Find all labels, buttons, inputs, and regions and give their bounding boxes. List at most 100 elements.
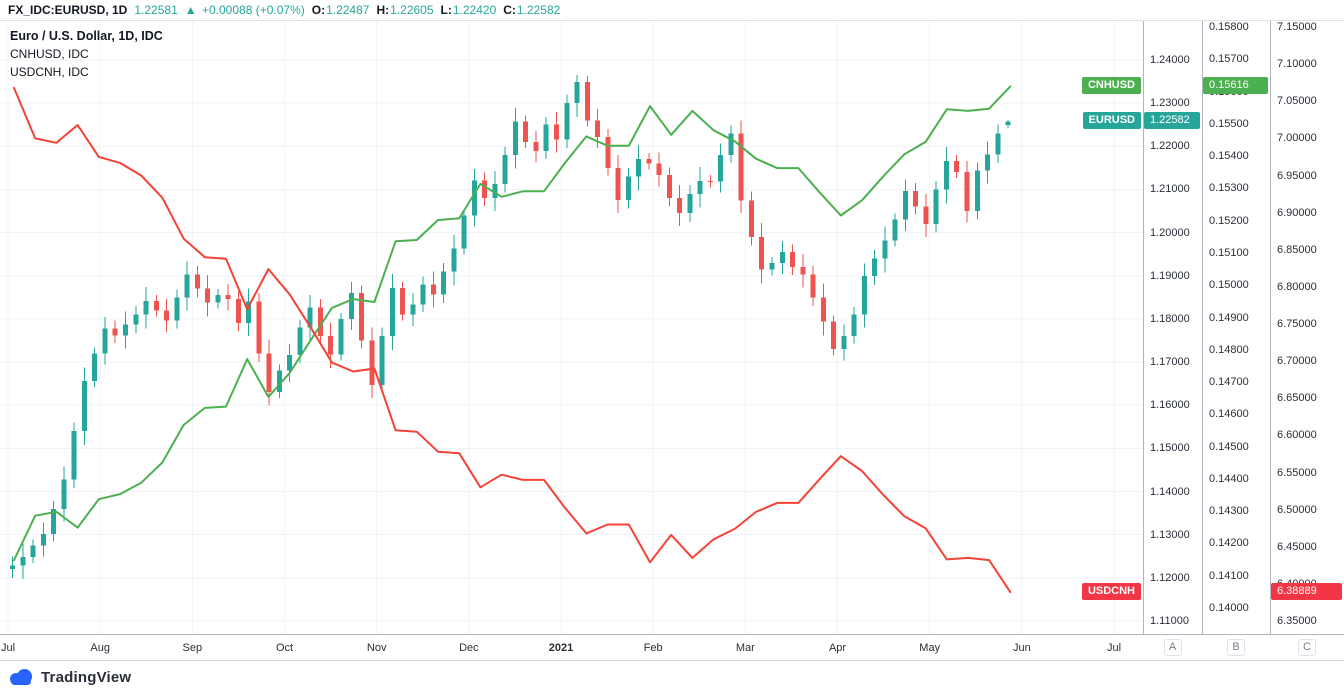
time-axis-label: Aug bbox=[90, 642, 110, 654]
candle-body bbox=[389, 287, 395, 337]
scale-c-separator bbox=[1270, 21, 1271, 660]
usdcnh-label-badge: USDCNH bbox=[1081, 583, 1141, 601]
time-axis-label: Dec bbox=[459, 642, 479, 654]
price-tick-label-b: 0.14000 bbox=[1209, 602, 1249, 614]
symbol-title[interactable]: FX_IDC:EURUSD, 1D bbox=[8, 3, 128, 17]
time-axis[interactable]: Jul Aug Sep Oct Nov Dec 2021 Feb Mar Apr May Jun Jul… bbox=[0, 634, 1344, 660]
close-value: 1.22582 bbox=[516, 3, 561, 17]
tradingview-logo-link[interactable]: TradingView bbox=[8, 667, 131, 687]
footer-bar: TradingView bbox=[0, 660, 1344, 693]
candle-body bbox=[543, 124, 549, 152]
candle-body bbox=[20, 557, 26, 566]
low-value: 1.22420 bbox=[452, 3, 497, 17]
candle-body bbox=[307, 307, 313, 328]
candle-body bbox=[410, 304, 416, 315]
candle-body bbox=[605, 136, 611, 168]
candle-body bbox=[1005, 121, 1011, 126]
time-axis-label: Sep bbox=[182, 642, 203, 654]
price-tick-label-a: 1.11000 bbox=[1150, 615, 1189, 627]
candle-body bbox=[369, 340, 375, 385]
price-tick-label-a: 1.20000 bbox=[1150, 226, 1190, 239]
price-scale-c[interactable]: 7.15000 7.10000 7.05000 7.00000 6.95000 6.900… bbox=[1270, 21, 1344, 634]
price-tick-label-c: 7.05000 bbox=[1277, 95, 1317, 108]
time-axis-label: May bbox=[919, 642, 941, 654]
price-tick-label-b: 0.14200 bbox=[1209, 537, 1249, 550]
candle-body bbox=[831, 321, 837, 350]
candle-body bbox=[882, 240, 888, 259]
price-tick-label-a: 1.16000 bbox=[1150, 399, 1190, 412]
price-tick-label-c: 6.95000 bbox=[1277, 169, 1317, 182]
candle-body bbox=[420, 284, 426, 305]
price-tick-label-b: 0.15100 bbox=[1209, 246, 1249, 259]
candle-body bbox=[10, 565, 16, 570]
candle-body bbox=[461, 215, 467, 249]
candle-body bbox=[71, 431, 77, 480]
candle-body bbox=[728, 133, 734, 155]
close-label: C: bbox=[503, 3, 516, 17]
candle-body bbox=[287, 355, 293, 371]
candle-body bbox=[164, 310, 170, 321]
candle-body bbox=[225, 295, 231, 300]
candle-body bbox=[502, 154, 508, 184]
candle-body bbox=[861, 276, 867, 315]
tradingview-cloud-icon bbox=[10, 669, 32, 685]
candle-body bbox=[400, 287, 406, 315]
candle-body bbox=[564, 103, 570, 140]
candle-body bbox=[554, 124, 560, 140]
scale-button-a[interactable]: A bbox=[1163, 639, 1182, 656]
candle-body bbox=[748, 200, 754, 237]
scale-button-b[interactable]: B bbox=[1227, 639, 1245, 656]
candle-body bbox=[30, 545, 36, 558]
up-arrow-icon: ▲ bbox=[184, 3, 197, 17]
price-tick-label-c: 7.10000 bbox=[1277, 58, 1317, 71]
candle-body bbox=[256, 301, 262, 354]
change-text: +0.00088 (+0.07%) bbox=[201, 3, 305, 17]
ohlc-open: O: 1.22487 bbox=[312, 3, 370, 17]
price-tick-label-b: 0.14400 bbox=[1209, 472, 1249, 485]
candle-body bbox=[102, 328, 108, 354]
candle-body bbox=[841, 335, 847, 350]
candle-body bbox=[718, 154, 724, 182]
time-axis-label: 2021 bbox=[548, 642, 574, 654]
candle-body bbox=[738, 133, 744, 201]
price-tick-label-b: 0.15000 bbox=[1209, 279, 1249, 292]
candle-body bbox=[482, 180, 488, 199]
candle-body bbox=[636, 158, 642, 177]
price-tick-label-a: 1.13000 bbox=[1150, 528, 1190, 541]
candle-body bbox=[974, 170, 980, 212]
eurusd-price-badge: 1.22582 bbox=[1144, 112, 1200, 130]
candle-body bbox=[81, 381, 87, 432]
time-axis-label: Jun bbox=[1012, 642, 1031, 654]
candle-body bbox=[892, 219, 898, 241]
price-tick-label-c: 7.15000 bbox=[1277, 21, 1317, 33]
price-chart-plot[interactable] bbox=[0, 21, 1143, 634]
price-tick-label-b: 0.14800 bbox=[1209, 343, 1249, 356]
candle-body bbox=[40, 533, 46, 546]
price-tick-label-c: 6.55000 bbox=[1277, 466, 1317, 479]
candle-body bbox=[902, 190, 908, 220]
candle-body bbox=[441, 271, 447, 295]
candle-body bbox=[954, 160, 960, 173]
candle-body bbox=[779, 252, 785, 263]
candle-body bbox=[769, 262, 775, 270]
time-axis-label: Apr bbox=[828, 642, 847, 654]
last-price: 1.22581 bbox=[134, 3, 178, 17]
price-tick-label-a: 1.19000 bbox=[1150, 269, 1190, 282]
price-tick-label-a: 1.14000 bbox=[1150, 485, 1190, 498]
price-tick-label-c: 6.85000 bbox=[1277, 243, 1317, 256]
price-scale-b[interactable]: 0.158000.157000.156000.155000.154000.153… bbox=[1202, 21, 1270, 634]
price-tick-label-b: 0.14100 bbox=[1209, 569, 1249, 582]
candle-body bbox=[205, 288, 211, 303]
candle-body bbox=[143, 300, 149, 315]
time-axis-label: Jul bbox=[1107, 642, 1122, 654]
price-scale-a[interactable]: 1.24000 1.23000 1.22000 1.21000 1.20000 1.190… bbox=[1143, 21, 1202, 634]
scale-button-c[interactable]: C bbox=[1298, 639, 1316, 656]
candle-body bbox=[666, 175, 672, 199]
candle-body bbox=[328, 336, 334, 355]
candle-body bbox=[697, 180, 703, 194]
price-tick-label-b: 0.15300 bbox=[1209, 182, 1249, 195]
price-tick-label-c: 6.65000 bbox=[1277, 392, 1317, 405]
price-tick-label-a: 1.24000 bbox=[1150, 54, 1190, 66]
candle-body bbox=[338, 318, 344, 355]
open-value: 1.22487 bbox=[326, 3, 370, 17]
